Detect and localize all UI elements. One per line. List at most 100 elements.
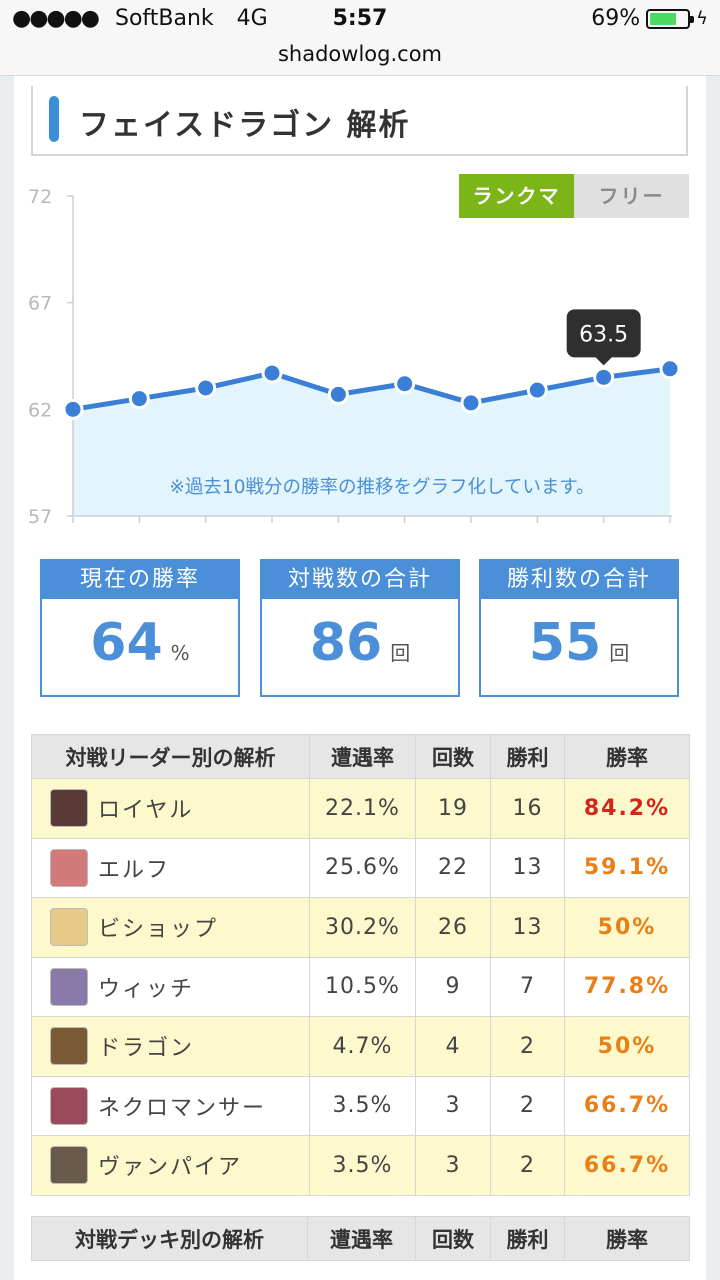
tab-ranked[interactable]: ランクマ [459,174,574,218]
y-tick-label: 62 [28,399,52,421]
series-line [72,366,671,412]
url-text[interactable]: shadowlog.com [277,42,442,66]
header-wins: 勝利 [490,1216,565,1261]
leader-avatar-icon [50,848,88,887]
y-tick-label: 72 [28,186,52,208]
leader-name: ネクロマンサー [98,1095,267,1121]
charging-icon: ϟ [696,8,708,29]
leader-name: ヴァンパイア [98,1155,243,1181]
data-point [526,379,548,401]
leader-cell: ウィッチ [31,956,310,1017]
win-count: 7 [490,956,565,1017]
status-bar: ●●●●● SoftBank 4G 5:57 69% ϟ [0,0,720,40]
signal-icon: ●●●●● [12,6,100,31]
leader-cell: ネクロマンサー [31,1075,310,1136]
win-rate: 66.7% [564,1135,690,1196]
leader-name: ドラゴン [98,1036,195,1062]
stat-value: 55 [528,613,602,673]
match-count: 4 [415,1016,491,1077]
stat-unit: 回 [390,641,411,665]
data-point [460,392,482,414]
tooltip-value: 63.5 [579,322,628,347]
header-count: 回数 [415,1216,491,1261]
battery-status: 69% ϟ [591,6,708,31]
table-row[interactable]: ビショップ 30.2% 26 13 50% [31,897,690,958]
tooltip-box [566,309,641,358]
win-count: 13 [490,897,565,958]
leader-cell: ビショップ [31,897,310,958]
table-header-row: 対戦リーダー別の解析 遭遇率 回数 勝利 勝率 [31,734,690,779]
carrier-info: ●●●●● SoftBank 4G [12,6,268,31]
leader-cell: ドラゴン [31,1016,310,1077]
header-rate: 勝率 [564,734,690,779]
leader-name: ロイヤル [98,798,194,824]
win-count: 2 [490,1016,565,1077]
page-title: フェイスドラゴン 解析 [79,108,411,143]
leader-avatar-icon [50,967,88,1006]
data-point [195,377,217,399]
table-row[interactable]: ウィッチ 10.5% 9 7 77.8% [31,956,690,1017]
encounter-rate: 30.2% [309,897,416,958]
table-row[interactable]: ネクロマンサー 3.5% 3 2 66.7% [31,1075,690,1136]
battery-percent: 69% [591,6,641,31]
stat-label: 勝利数の合計 [481,561,677,599]
leader-avatar-icon [50,908,88,947]
network-type: 4G [236,6,268,31]
leader-cell: ロイヤル [31,778,310,839]
win-count: 16 [490,778,565,839]
leader-avatar-icon [50,789,88,828]
clock: 5:57 [332,6,388,31]
header-deck: 対戦デッキ別の解析 [31,1216,308,1261]
table-header-row: 対戦デッキ別の解析 遭遇率 回数 勝利 勝率 [31,1216,690,1261]
header-rate: 勝率 [564,1216,690,1261]
table-row[interactable]: ヴァンパイア 3.5% 3 2 66.7% [31,1135,690,1196]
encounter-rate: 25.6% [309,837,416,898]
encounter-rate: 22.1% [309,778,416,839]
data-point [128,388,150,410]
header-wins: 勝利 [490,734,565,779]
address-bar[interactable]: shadowlog.com [0,40,720,76]
leader-analysis-table: 対戦リーダー別の解析 遭遇率 回数 勝利 勝率 ロイヤル 22.1% 19 16 84.… [31,734,690,1196]
tab-free[interactable]: フリー [574,174,689,218]
match-count: 26 [415,897,491,958]
win-count: 13 [490,837,565,898]
win-rate: 84.2% [564,778,690,839]
carrier-name: SoftBank [114,6,214,31]
table-row[interactable]: ロイヤル 22.1% 19 16 84.2% [31,778,690,839]
encounter-rate: 4.7% [309,1016,416,1077]
win-rate: 66.7% [564,1075,690,1136]
page-background: フェイスドラゴン 解析 72 67 62 57 63.5 ※過去10戦分の勝率の推移をグラ… [0,76,720,1280]
title-box: フェイスドラゴン 解析 [31,86,688,156]
title-accent [49,96,59,142]
stat-label: 現在の勝率 [42,561,238,599]
leader-name: ウィッチ [98,976,195,1002]
battery-icon [646,8,695,29]
win-count: 2 [490,1135,565,1196]
leader-cell: ヴァンパイア [31,1135,310,1196]
table-row[interactable]: ドラゴン 4.7% 4 2 50% [31,1016,690,1077]
win-rate: 59.1% [564,837,690,898]
encounter-rate: 10.5% [309,956,416,1017]
y-tick-label: 67 [28,293,52,315]
stat-unit: 回 [609,641,630,665]
content-card: フェイスドラゴン 解析 72 67 62 57 63.5 ※過去10戦分の勝率の推移をグラ… [14,76,706,1280]
win-count: 2 [490,1075,565,1136]
match-count: 9 [415,956,491,1017]
match-count: 3 [415,1075,491,1136]
leader-name: ビショップ [98,917,219,943]
leader-avatar-icon [50,1146,88,1185]
stat-value: 86 [309,613,383,673]
chart-area-fill [73,368,670,516]
table-row[interactable]: エルフ 25.6% 22 13 59.1% [31,837,690,898]
leader-avatar-icon [50,1027,88,1066]
stat-value: 64 [90,613,163,673]
match-count: 22 [415,837,491,898]
header-leader: 対戦リーダー別の解析 [31,734,310,779]
header-encounter: 遭遇率 [307,1216,416,1261]
tooltip-pointer [594,356,613,366]
winrate-chart: 72 67 62 57 63.5 ※過去10戦分の勝率の推移をグラフ化しています。 [28,186,681,528]
chart-note: ※過去10戦分の勝率の推移をグラフ化しています。 [169,477,594,498]
data-point [327,383,349,405]
stat-label: 対戦数の合計 [262,561,458,599]
y-tick-label: 57 [28,506,52,528]
